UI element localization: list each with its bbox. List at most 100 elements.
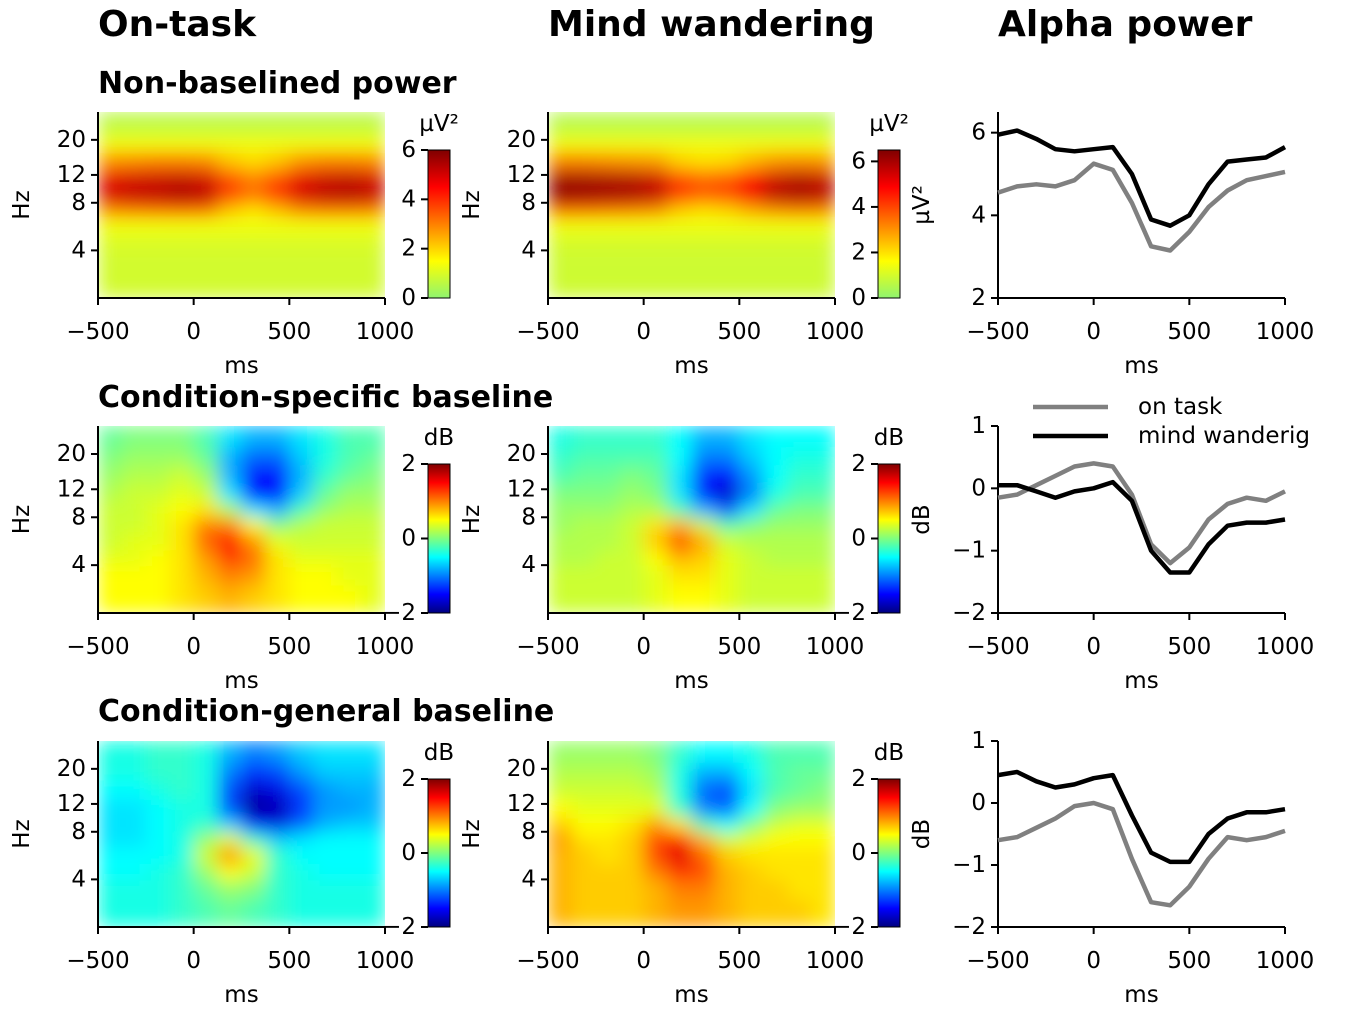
heatmap-cell [787,187,812,204]
heatmap-cell [763,549,788,566]
heatmap-cell [595,831,621,847]
heatmap-cell [289,250,314,271]
heatmap-cell [787,483,812,503]
heatmap-cell [313,565,338,586]
heatmap-cell [169,846,195,865]
heatmap-cell [337,741,362,763]
heatmap-cell [571,517,597,533]
heatmap-cell [715,762,740,781]
heatmap-cell [811,762,835,781]
heatmap-cell [619,879,645,900]
row-title: Non-baselined power [98,66,457,101]
heatmap-cell [763,112,788,134]
heatmap-cell [121,169,147,188]
heatmap-cell [145,879,171,900]
x-tick-label: −500 [66,634,129,660]
heatmap-cell [763,426,788,448]
heatmap-cell [145,217,171,236]
heatmap-cell [361,565,385,586]
heatmap-cell [739,565,764,586]
heatmap-cell [811,151,835,170]
heatmap-cell [337,426,362,448]
heatmap-cell [169,483,195,503]
heatmap-cell [739,879,764,900]
heatmap-cell [643,531,669,551]
heatmap-cell [643,235,669,251]
heatmap-cell [145,549,171,566]
heatmap-cell [763,133,788,152]
heatmap-cell [763,816,788,833]
heatmap-cell [361,501,385,518]
heatmap-cell [265,549,290,566]
heatmap-cell [98,202,123,218]
heatmap-cell [643,187,669,204]
heatmap-cell [667,846,692,865]
heatmap-cell [715,501,740,518]
x-tick-label: 0 [186,948,201,974]
heatmap-cell [313,465,338,485]
heatmap-cell [98,447,123,466]
heatmap-cell [595,501,621,518]
heatmap-cell [241,465,266,485]
heatmap-cell [121,217,147,236]
heatmap-cell [265,151,290,170]
heatmap-cell [811,741,835,763]
heatmap-cell [667,879,692,900]
heatmap-cell [811,798,835,817]
heatmap-cell [739,187,764,204]
heatmap-cell [98,798,123,817]
heatmap-cell [169,112,195,134]
heatmap-cell [337,501,362,518]
heatmap-cell [595,565,621,586]
heatmap-cell [691,151,716,170]
heatmap-cell [667,202,692,218]
heatmap-cell [571,780,597,799]
heatmap-cell [98,133,123,152]
heatmap-cell [241,112,266,134]
heatmap-cell [217,780,242,799]
heatmap-cell [595,899,621,927]
heatmap-cell [548,202,573,218]
heatmap-cell [715,741,740,763]
heatmap-cell [217,483,242,503]
heatmap-cell [265,879,290,900]
heatmap-cell [763,217,788,236]
line-series [997,128,1287,228]
heatmap-cell [289,465,314,485]
heatmap-cell [193,112,219,134]
heatmap-cell [265,864,290,880]
heatmap-cell [667,426,692,448]
heatmap-cell [691,133,716,152]
heatmap-cell [217,217,242,236]
heatmap-cell [121,465,147,485]
heatmap-cell [361,531,385,551]
heatmap-cell [739,169,764,188]
heatmap-cell [241,133,266,152]
heatmap-cell [811,816,835,833]
heatmap-cell [691,831,716,847]
heatmap-cell [643,816,669,833]
heatmap-cell [715,831,740,847]
heatmap-cell [619,831,645,847]
heatmap-cell [193,864,219,880]
heatmap-cell [169,250,195,271]
x-axis-label: ms [224,668,258,694]
heatmap-cell [289,585,314,613]
heatmap-cell [361,846,385,865]
heatmap-cell [337,202,362,218]
y-tick-label: 8 [521,504,536,530]
heatmap-cell [98,426,123,448]
heatmap-cell [337,816,362,833]
heatmap-cell [715,447,740,466]
heatmap-cell [217,235,242,251]
heatmap-cell [98,270,123,298]
y-tick-label: 2 [971,285,986,311]
heatmap-cell [571,112,597,134]
heatmap-cell [145,426,171,448]
heatmap-cell [145,270,171,298]
heatmap-cell [121,585,147,613]
heatmap-cell [265,565,290,586]
heatmap-cell [169,517,195,533]
y-tick-label: 12 [57,476,86,502]
heatmap-cell [98,780,123,799]
